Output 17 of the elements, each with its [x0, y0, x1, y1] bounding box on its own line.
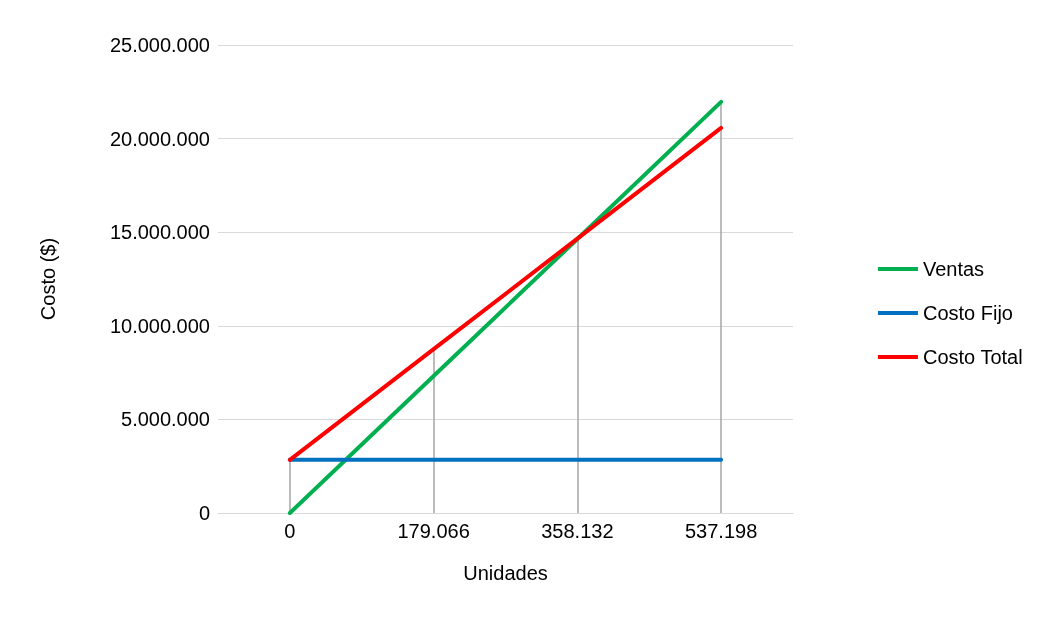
x-tick-label: 537.198 — [684, 520, 758, 542]
y-tick-label: 5.000.000 — [121, 408, 210, 431]
y-tick-label: 0 — [198, 502, 210, 524]
y-axis-title: Costo ($) — [37, 237, 59, 321]
legend-label: Ventas — [922, 258, 985, 280]
x-tick-label: 179.066 — [397, 520, 470, 542]
y-tick-label: 10.000.000 — [109, 314, 210, 337]
x-tick-label: 0 — [284, 520, 296, 542]
legend-label: Costo Total — [922, 346, 1023, 368]
line-series — [287, 99, 724, 515]
y-tick-label: 15.000.000 — [109, 221, 210, 244]
x-axis-title: Unidades — [463, 562, 548, 584]
legend-label: Costo Fijo — [922, 302, 1013, 324]
x-tick-label: 358.132 — [541, 520, 614, 542]
line-series — [287, 125, 724, 462]
y-tick-label: 20.000.000 — [109, 127, 210, 150]
y-tick-label: 25.000.000 — [109, 34, 210, 56]
